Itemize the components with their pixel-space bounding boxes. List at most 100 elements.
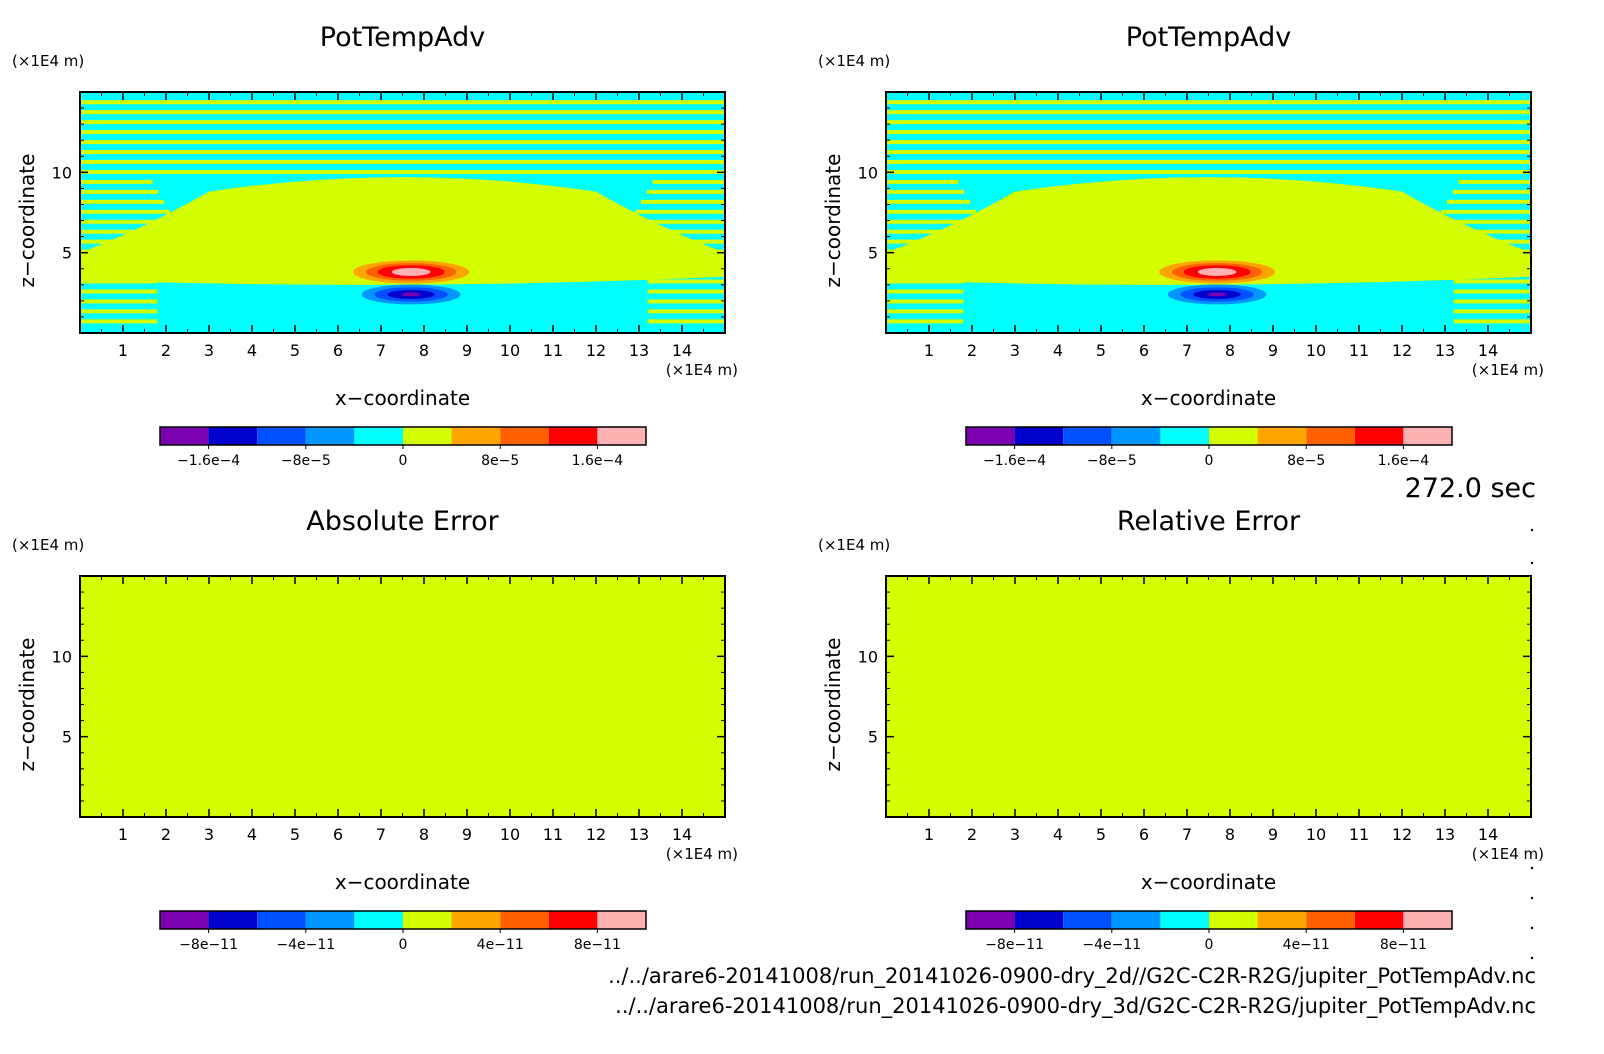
negative-anomaly-contour [401,292,421,297]
stripe-band [80,189,159,194]
x-tick-label: 13 [629,825,649,844]
x-tick-label: 9 [1268,341,1278,360]
y-tick-label: 10 [858,163,878,182]
stripe-band [886,229,988,234]
x-unit-label: (×1E4 m) [666,845,738,863]
lower-negative-layer [80,276,725,333]
stripe-band [886,219,982,224]
x-tick-label: 4 [1053,341,1063,360]
x-tick-label: 7 [376,341,386,360]
x-tick-label: 10 [1306,341,1326,360]
stripe-band [886,319,964,324]
x-tick-label: 2 [161,341,171,360]
stripe-band [623,229,725,234]
colorbar-segment [597,911,646,929]
colorbar-segment [257,427,306,445]
colorbar-label: −8e−5 [1087,453,1137,469]
colorbar-segment [1403,911,1452,929]
chart-title: Relative Error [1117,506,1301,537]
x-tick-label: 10 [500,825,520,844]
x-tick-label: 7 [376,825,386,844]
x-tick-label: 3 [1010,341,1020,360]
stripe-band [80,269,206,274]
x-tick-label: 4 [247,825,257,844]
x-tick-label: 8 [419,825,429,844]
colorbar-segment [208,427,258,445]
x-tick-label: 14 [672,825,692,844]
stripe-band [1453,289,1531,294]
y-tick-label: 10 [52,163,72,182]
stripe-band [80,120,725,125]
positive-anomaly-contour [1197,267,1237,276]
stripe-band [80,299,158,304]
stripe-band [80,249,194,254]
x-tick-label: 13 [1435,341,1455,360]
y-tick-label: 10 [858,647,878,666]
x-tick-label: 14 [1478,341,1498,360]
stripe-band [80,199,165,204]
colorbar-segment [403,427,452,445]
stripe-band [1452,189,1531,194]
x-tick-label: 11 [543,825,563,844]
plot-field [886,92,1531,333]
colorbar-label: 8e−11 [1380,937,1427,953]
stripe-band [647,299,725,304]
stripe-band [1440,209,1531,214]
colorbar-segment [354,911,403,929]
stripe-band [634,209,725,214]
chart-title: PotTempAdv [320,22,486,53]
stripe-band [80,179,153,184]
colorbar-segment [1306,427,1355,445]
field-background [886,576,1531,817]
lower-negative-layer [886,276,1531,333]
colorbar-segment [1403,427,1452,445]
stripe-band [1405,269,1531,274]
stripe-band [886,150,1531,155]
colorbar-segment [1111,911,1161,929]
colorbar-segment [1257,427,1307,445]
colorbar-label: 1.6e−4 [572,453,624,469]
x-tick-label: 12 [586,341,606,360]
x-tick-label: 10 [500,341,520,360]
x-tick-label: 1 [118,341,128,360]
stripe-band [886,239,994,244]
colorbar-label: −4e−11 [1082,937,1141,953]
colorbar-label: 0 [1205,937,1214,953]
colorbar-label: 8e−11 [574,937,621,953]
stripe-band [80,140,725,145]
y-axis-label: z−coordinate [821,154,845,288]
colorbar-label: 1.6e−4 [1378,453,1430,469]
x-tick-label: 2 [967,825,977,844]
colorbar-label: −1.6e−4 [177,453,240,469]
x-tick-label: 5 [290,825,300,844]
x-tick-label: 8 [1225,341,1235,360]
colorbar: −8e−11 −4e−11 0 4e−11 8e−11 [159,910,647,953]
stripe-band [1453,279,1531,284]
y-unit-label: (×1E4 m) [12,536,84,554]
x-axis-label: x−coordinate [1141,870,1276,894]
stripe-band [886,140,1531,145]
stripe-band [886,299,964,304]
edge-dot [1530,896,1534,900]
stripe-band [80,319,158,324]
stripe-band [80,229,182,234]
colorbar-segment [1209,427,1258,445]
stripe-band [886,159,1531,164]
stripe-band [1453,319,1531,324]
y-axis-label: z−coordinate [821,638,845,772]
plot-field [80,576,725,817]
colorbar: −1.6e−4 −8e−5 0 8e−5 1.6e−4 [159,426,647,469]
x-tick-label: 1 [924,341,934,360]
colorbar-segment [160,911,209,929]
stripe-band [647,289,725,294]
stripe-band [599,269,725,274]
stripe-band [886,120,1531,125]
x-tick-label: 12 [586,825,606,844]
stripe-band [1411,259,1531,264]
colorbar-segment [1354,427,1404,445]
x-tick-label: 3 [1010,825,1020,844]
file-path-3d: ../../arare6-20141008/run_20141026-0900-… [615,994,1536,1019]
stripe-band [886,100,1531,105]
